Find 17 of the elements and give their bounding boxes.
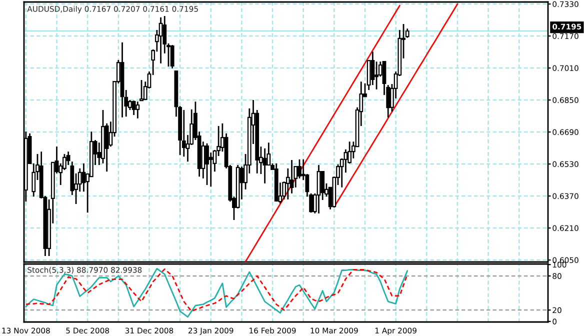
line-series — [333, 3, 458, 208]
candlestick — [66, 150, 70, 166]
candlestick — [182, 109, 186, 158]
candlestick — [320, 170, 325, 201]
candlestick — [316, 164, 321, 214]
candlestick — [262, 148, 267, 184]
candlestick — [298, 158, 302, 180]
candlestick — [140, 79, 144, 102]
candlestick — [158, 16, 163, 64]
candlestick — [170, 44, 174, 70]
line-series — [244, 4, 400, 262]
candlestick — [374, 60, 378, 90]
candlestick — [205, 142, 209, 186]
candlestick — [136, 100, 140, 120]
candlestick — [132, 100, 136, 116]
candlestick — [386, 84, 390, 118]
candlestick — [370, 50, 375, 86]
